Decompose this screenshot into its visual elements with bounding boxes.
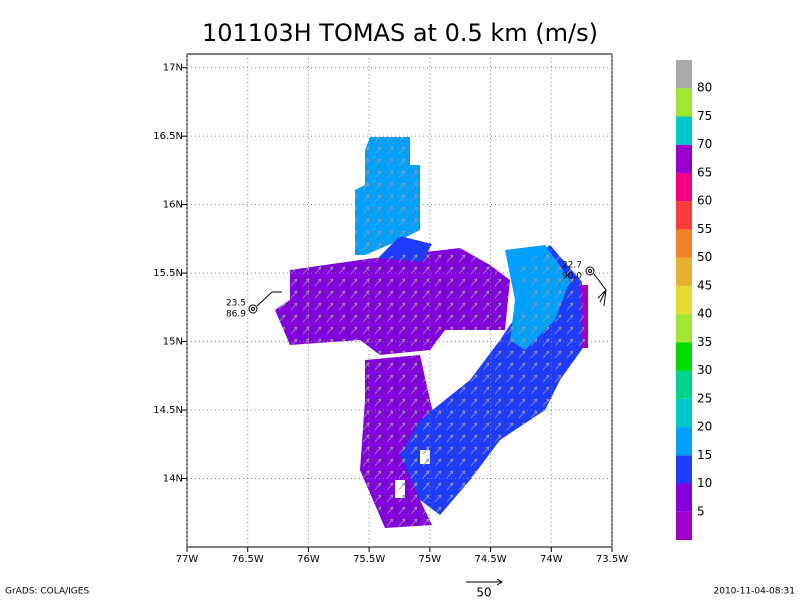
title: 101103H TOMAS at 0.5 km (m/s) bbox=[202, 19, 598, 47]
colorbar-label: 65 bbox=[697, 165, 712, 179]
storm-annotation: 90.0 bbox=[562, 272, 582, 282]
x-tick-label: 75W bbox=[419, 554, 442, 565]
storm-annotation: 86.9 bbox=[226, 310, 246, 320]
x-tick-label: 74.5W bbox=[474, 554, 506, 565]
colorbar-box bbox=[676, 398, 692, 428]
colorbar-label: 80 bbox=[697, 81, 712, 95]
y-tick-label: 15N bbox=[163, 337, 183, 348]
x-tick-label: 75.5W bbox=[353, 554, 385, 565]
colorbar-box bbox=[676, 314, 692, 343]
footer-right: 2010-11-04-08:31 bbox=[714, 587, 796, 597]
x-tick-label: 74W bbox=[540, 554, 563, 565]
colorbar-box bbox=[676, 60, 692, 89]
colorbar-box bbox=[676, 455, 692, 484]
wind-field bbox=[248, 137, 607, 528]
x-tick-label: 77W bbox=[176, 554, 199, 565]
colorbar-box bbox=[676, 229, 692, 258]
colorbar-box bbox=[676, 201, 692, 230]
y-tick-label: 17N bbox=[163, 63, 183, 74]
colorbar-box bbox=[676, 285, 692, 315]
colorbar-box bbox=[676, 116, 692, 145]
colorbar-box bbox=[676, 342, 692, 371]
colorbar-label: 60 bbox=[697, 194, 712, 208]
colorbar-box bbox=[676, 511, 692, 540]
vector-scale-label: 50 bbox=[476, 586, 491, 600]
y-tick-label: 16N bbox=[163, 200, 183, 211]
y-tick-label: 15.5N bbox=[153, 268, 183, 279]
wind-vectors bbox=[275, 137, 585, 528]
colorbar-label: 15 bbox=[697, 448, 712, 462]
colorbar-box bbox=[676, 88, 692, 117]
colorbar: 5 10 15 20 25 30 35 40 45 50 55 60 65 70 75 80 bbox=[676, 60, 712, 540]
colorbar-label: 30 bbox=[697, 363, 712, 377]
colorbar-label: 45 bbox=[697, 278, 712, 292]
colorbar-label: 25 bbox=[697, 391, 712, 405]
colorbar-box bbox=[676, 427, 692, 456]
x-tick-label: 76W bbox=[297, 554, 320, 565]
colorbar-box bbox=[676, 144, 692, 173]
colorbar-label: 75 bbox=[697, 109, 712, 123]
storm-annotation: 23.5 bbox=[226, 299, 246, 309]
y-tick-label: 16.5N bbox=[153, 131, 183, 142]
colorbar-label: 40 bbox=[697, 307, 712, 321]
y-tick-label: 14.5N bbox=[153, 405, 183, 416]
colorbar-label: 10 bbox=[697, 476, 712, 490]
storm-symbols bbox=[248, 266, 607, 314]
footer-left: GrADS: COLA/IGES bbox=[5, 587, 89, 597]
colorbar-label: 50 bbox=[697, 250, 712, 264]
colorbar-box bbox=[676, 483, 692, 512]
y-tick-label: 14N bbox=[163, 474, 183, 485]
storm-annotation: 22.7 bbox=[562, 261, 582, 271]
x-tick-label: 76.5W bbox=[232, 554, 264, 565]
colorbar-label: 5 bbox=[697, 504, 705, 518]
colorbar-label: 20 bbox=[697, 420, 712, 434]
colorbar-box bbox=[676, 257, 692, 286]
colorbar-box bbox=[676, 370, 692, 399]
vector-scale-arrow bbox=[466, 578, 503, 586]
colorbar-label: 55 bbox=[697, 222, 712, 236]
colorbar-label: 35 bbox=[697, 335, 712, 349]
x-tick-label: 73.5W bbox=[596, 554, 628, 565]
colorbar-label: 70 bbox=[697, 137, 712, 151]
map-frame bbox=[186, 53, 613, 548]
colorbar-box bbox=[676, 172, 692, 202]
